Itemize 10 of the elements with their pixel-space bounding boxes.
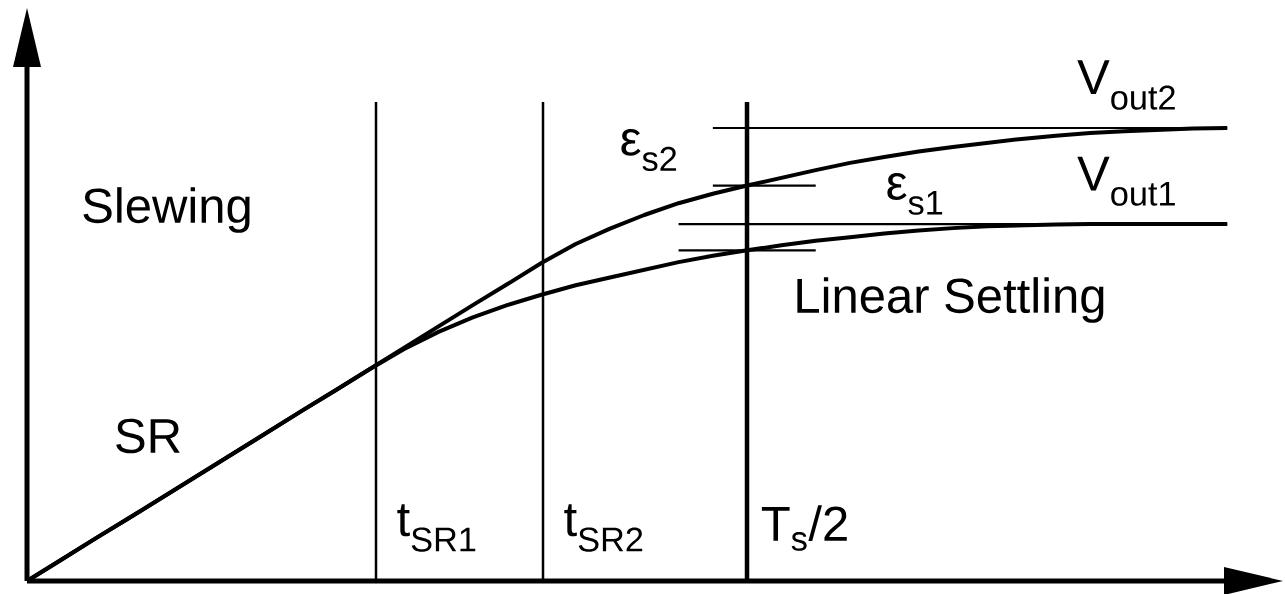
annotation: ε$_{s1}$ <box>887 173 943 215</box>
annotation: Linear Settling <box>797 277 1104 323</box>
annotation: Slewing <box>83 187 250 233</box>
series-label: V$_{out1}$ <box>1077 156 1175 206</box>
annotation: T$_{s}$/2 <box>761 505 847 551</box>
series-label: V$_{out2}$ <box>1077 60 1175 110</box>
annotation: t$_{SR1}$ <box>397 504 476 552</box>
annotation: ε$_{s2}$ <box>621 128 677 172</box>
annotation: SR <box>116 418 180 454</box>
annotation: t$_{SR2}$ <box>564 504 643 552</box>
